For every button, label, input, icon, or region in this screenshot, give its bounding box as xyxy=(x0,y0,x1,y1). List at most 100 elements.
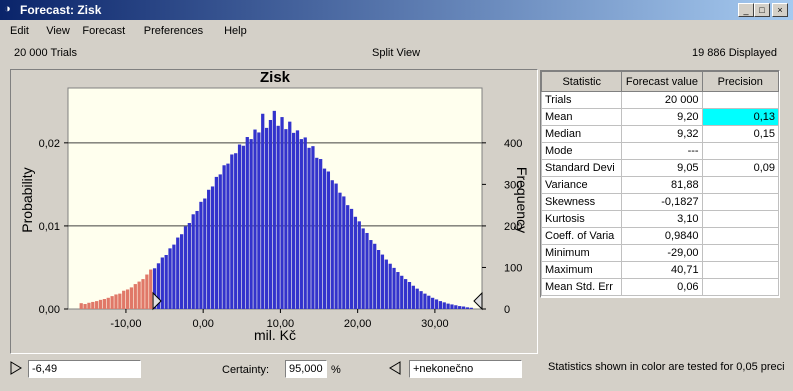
y2-tick-label: 0 xyxy=(504,304,510,316)
histogram-bar xyxy=(357,221,361,309)
table-cell: Minimum xyxy=(540,244,623,262)
histogram-bar xyxy=(454,305,458,309)
menu-item[interactable]: Preferences xyxy=(143,25,204,37)
histogram-bar xyxy=(446,303,450,309)
header-cell: Forecast value xyxy=(621,71,703,92)
histogram-bar xyxy=(411,285,415,309)
precision-note: Statistics shown in color are tested for… xyxy=(548,361,785,373)
histogram-bar xyxy=(98,299,103,309)
x-tick-label: -10,00 xyxy=(110,318,141,330)
histogram-bar xyxy=(334,183,338,309)
histogram-bar xyxy=(380,254,385,309)
x-tick-label: 20,00 xyxy=(344,318,372,330)
histogram-bar xyxy=(392,267,396,309)
histogram-bar xyxy=(346,205,350,309)
menu-item[interactable]: View xyxy=(46,25,70,37)
lower-bound-marker xyxy=(152,291,162,311)
histogram-bar xyxy=(349,208,354,309)
lower-handle[interactable] xyxy=(10,361,22,375)
y-axis-label: Probability xyxy=(19,167,35,232)
y2-tick-label: 100 xyxy=(504,262,522,274)
table-cell xyxy=(701,142,780,160)
header-cell: Precision xyxy=(701,71,780,92)
table-row: Minimum -29,00 xyxy=(540,244,780,262)
histogram-bar xyxy=(106,297,110,309)
y-tick-label: 0,02 xyxy=(39,138,60,150)
table-cell: 81,88 xyxy=(621,176,703,194)
app-icon: ◑ xyxy=(4,3,11,15)
minimize-button[interactable]: _ xyxy=(738,3,754,17)
histogram-bar xyxy=(295,130,300,309)
histogram-bar xyxy=(83,304,87,309)
lower-input[interactable]: -6,49 xyxy=(28,360,141,378)
histogram-bar xyxy=(179,234,184,309)
histogram-bar xyxy=(450,304,454,309)
histogram-bar xyxy=(431,297,435,309)
histogram-bar xyxy=(114,294,118,309)
histogram-bar xyxy=(423,293,427,309)
histogram-bar xyxy=(203,198,207,309)
histogram-bar xyxy=(207,189,211,309)
histogram-bar xyxy=(195,210,199,309)
menu-item[interactable]: Forecast xyxy=(82,25,126,37)
x-tick-label: 30,00 xyxy=(421,318,449,330)
histogram-bar xyxy=(237,144,242,309)
histogram-bar xyxy=(156,263,161,309)
table-cell: Standard Devi xyxy=(540,159,623,177)
histogram-bar xyxy=(353,216,358,309)
certainty-label: Certainty: xyxy=(222,364,270,376)
menu-item[interactable]: Edit xyxy=(10,25,29,37)
table-row: Trials 20 000 xyxy=(540,91,780,109)
upper-input[interactable]: +nekonečno xyxy=(409,360,522,378)
histogram-bar xyxy=(230,154,234,309)
histogram-bar xyxy=(469,307,473,309)
table-cell: 3,10 xyxy=(621,210,703,228)
histogram-bar xyxy=(322,168,327,309)
histogram-bar xyxy=(291,132,296,309)
histogram-bar xyxy=(176,237,180,309)
menu-item[interactable]: Help xyxy=(224,25,247,37)
histogram-bar xyxy=(214,176,219,309)
histogram-bar xyxy=(288,121,292,309)
histogram-bar xyxy=(400,275,404,309)
table-cell: Kurtosis xyxy=(540,210,623,228)
table-cell: Mean Std. Err xyxy=(540,278,623,296)
y2-tick-label: 200 xyxy=(504,221,522,233)
table-row: Skewness -0,1827 xyxy=(540,193,780,211)
table-cell xyxy=(701,91,780,109)
upper-handle[interactable] xyxy=(389,361,401,375)
histogram-bar xyxy=(307,147,311,309)
upper-bound-marker xyxy=(473,291,483,311)
histogram-bar xyxy=(326,171,331,309)
percent-label: % xyxy=(331,364,341,376)
histogram-bar xyxy=(226,163,230,309)
table-cell: Coeff. of Varia xyxy=(540,227,623,245)
histogram-bar xyxy=(369,240,373,309)
histogram-bar xyxy=(145,274,149,309)
y2-axis-label: Frequency xyxy=(514,167,530,233)
histogram-bar xyxy=(102,299,107,309)
statistics-panel: Statistic Forecast value Precision Trials 20… xyxy=(540,70,780,298)
histogram-bar xyxy=(342,196,346,309)
histogram-bar xyxy=(442,302,446,309)
histogram-bar xyxy=(199,201,203,309)
table-cell: Trials xyxy=(540,91,623,109)
table-cell: Variance xyxy=(540,176,623,194)
x-axis-label: mil. Kč xyxy=(254,327,296,343)
histogram-bar xyxy=(299,139,303,309)
maximize-button[interactable]: □ xyxy=(754,3,770,17)
close-button[interactable]: × xyxy=(772,3,788,17)
histogram-bar xyxy=(396,272,400,309)
table-cell: Median xyxy=(540,125,623,143)
table-cell xyxy=(701,176,780,194)
table-row: Mean 9,20 0,13 xyxy=(540,108,780,126)
histogram-bar xyxy=(152,268,157,309)
table-cell xyxy=(701,278,780,296)
histogram-bar xyxy=(461,306,466,309)
histogram-bar xyxy=(419,291,423,309)
histogram-bar xyxy=(234,153,238,309)
table-row: Median 9,32 0,15 xyxy=(540,125,780,143)
table-cell: -0,1827 xyxy=(621,193,703,211)
certainty-input[interactable]: 95,000 xyxy=(285,360,327,378)
